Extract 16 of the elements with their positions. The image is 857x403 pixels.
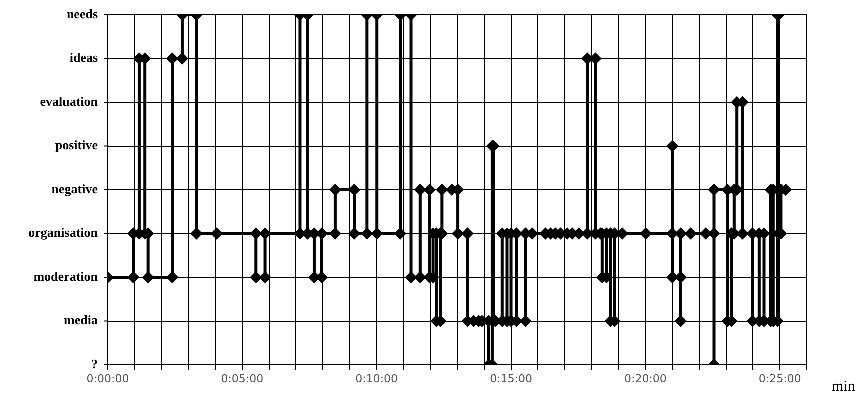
- text: positive: [55, 138, 98, 153]
- text: negative: [52, 181, 98, 196]
- x-tick-label: 0:25:00: [758, 372, 802, 386]
- x-tick-label: 0:10:00: [356, 372, 398, 386]
- x-axis-title: min: [832, 378, 856, 395]
- text: media: [64, 312, 98, 328]
- text: evaluation: [40, 94, 99, 109]
- x-tick-label: 0:20:00: [624, 372, 667, 386]
- x-tick-label: 0:00:00: [86, 372, 130, 386]
- text: ideas: [70, 50, 98, 66]
- x-tick-label: 0:15:00: [490, 372, 532, 386]
- x-tick-label: 0:05:00: [221, 372, 264, 386]
- text: organisation: [28, 225, 99, 240]
- text: needs: [66, 6, 98, 22]
- text: moderation: [34, 268, 99, 284]
- text: ?: [92, 356, 98, 372]
